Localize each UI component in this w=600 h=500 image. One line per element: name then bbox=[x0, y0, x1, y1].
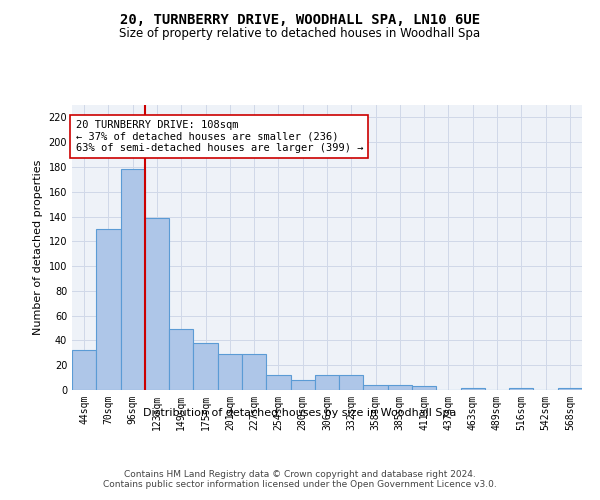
Bar bbox=[461, 388, 485, 390]
Bar bbox=[364, 385, 388, 390]
Bar bbox=[72, 350, 96, 390]
Bar bbox=[388, 385, 412, 390]
Bar bbox=[242, 354, 266, 390]
Bar bbox=[290, 380, 315, 390]
Bar bbox=[121, 170, 145, 390]
Bar bbox=[315, 375, 339, 390]
Text: 20, TURNBERRY DRIVE, WOODHALL SPA, LN10 6UE: 20, TURNBERRY DRIVE, WOODHALL SPA, LN10 … bbox=[120, 12, 480, 26]
Bar bbox=[145, 218, 169, 390]
Bar bbox=[558, 388, 582, 390]
Bar bbox=[169, 330, 193, 390]
Bar bbox=[266, 375, 290, 390]
Text: Size of property relative to detached houses in Woodhall Spa: Size of property relative to detached ho… bbox=[119, 28, 481, 40]
Text: 20 TURNBERRY DRIVE: 108sqm
← 37% of detached houses are smaller (236)
63% of sem: 20 TURNBERRY DRIVE: 108sqm ← 37% of deta… bbox=[76, 120, 363, 153]
Bar bbox=[509, 388, 533, 390]
Text: Distribution of detached houses by size in Woodhall Spa: Distribution of detached houses by size … bbox=[143, 408, 457, 418]
Bar bbox=[339, 375, 364, 390]
Bar bbox=[218, 354, 242, 390]
Bar bbox=[96, 229, 121, 390]
Bar bbox=[412, 386, 436, 390]
Y-axis label: Number of detached properties: Number of detached properties bbox=[33, 160, 43, 335]
Bar bbox=[193, 343, 218, 390]
Text: Contains HM Land Registry data © Crown copyright and database right 2024.
Contai: Contains HM Land Registry data © Crown c… bbox=[103, 470, 497, 490]
